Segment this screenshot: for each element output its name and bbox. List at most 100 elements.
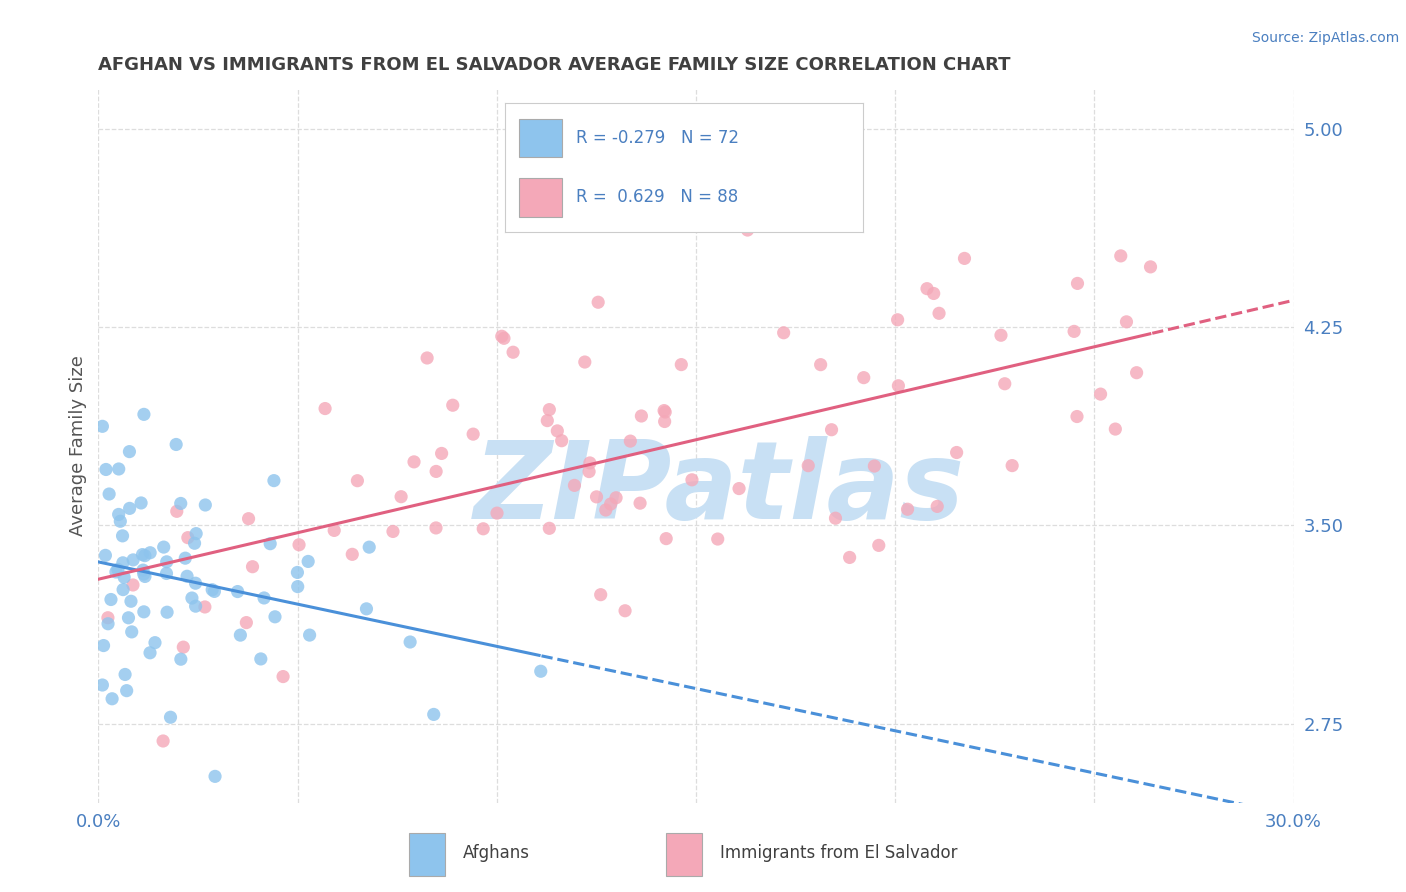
Point	[927, 500, 949, 514]
Point	[585, 490, 607, 504]
Point	[797, 458, 820, 473]
Point	[118, 501, 141, 516]
Point	[264, 609, 287, 624]
Point	[1066, 277, 1088, 291]
Point	[422, 707, 444, 722]
Point	[287, 566, 309, 580]
Text: ZIPatlas: ZIPatlas	[474, 436, 966, 541]
Point	[536, 414, 558, 428]
Point	[271, 669, 294, 683]
Point	[1001, 458, 1024, 473]
Point	[194, 498, 217, 512]
Point	[134, 549, 156, 563]
Point	[399, 635, 422, 649]
Point	[342, 547, 364, 561]
Point	[176, 569, 198, 583]
Point	[356, 602, 378, 616]
Point	[129, 496, 152, 510]
Point	[863, 458, 886, 473]
Point	[314, 401, 336, 416]
Point	[174, 551, 197, 566]
Point	[922, 286, 945, 301]
Point	[152, 540, 174, 554]
Point	[235, 615, 257, 630]
Point	[994, 376, 1017, 391]
Point	[586, 295, 609, 310]
Point	[111, 556, 134, 570]
Point	[107, 462, 129, 476]
Point	[578, 465, 600, 479]
Point	[630, 409, 652, 423]
Point	[112, 570, 135, 584]
Point	[654, 405, 676, 419]
Point	[728, 482, 751, 496]
Text: Source: ZipAtlas.com: Source: ZipAtlas.com	[1251, 31, 1399, 45]
Point	[681, 473, 703, 487]
Point	[945, 445, 967, 459]
Point	[204, 769, 226, 783]
Point	[628, 496, 651, 510]
Point	[416, 351, 439, 365]
Point	[118, 444, 141, 458]
Point	[824, 511, 846, 525]
Point	[112, 582, 135, 597]
Point	[1063, 325, 1085, 339]
Point	[238, 511, 260, 525]
Point	[181, 591, 204, 605]
Point	[579, 456, 602, 470]
Point	[323, 524, 346, 538]
Point	[820, 423, 842, 437]
Point	[605, 491, 627, 505]
Point	[772, 326, 794, 340]
Point	[242, 559, 264, 574]
Point	[382, 524, 405, 539]
Point	[107, 562, 129, 576]
Point	[550, 434, 572, 448]
Point	[530, 665, 553, 679]
Point	[114, 667, 136, 681]
Point	[155, 566, 177, 581]
Point	[886, 312, 908, 326]
Point	[297, 554, 319, 568]
Point	[170, 652, 193, 666]
Point	[589, 588, 612, 602]
Point	[425, 465, 447, 479]
Point	[502, 345, 524, 359]
Point	[614, 604, 637, 618]
Point	[402, 455, 425, 469]
Point	[887, 378, 910, 392]
Point	[156, 605, 179, 619]
Point	[226, 584, 249, 599]
Point	[184, 599, 207, 614]
Point	[159, 710, 181, 724]
Point	[143, 635, 166, 649]
Point	[94, 549, 117, 563]
Point	[564, 478, 586, 492]
Point	[538, 521, 561, 535]
Point	[97, 616, 120, 631]
Point	[595, 503, 617, 517]
Point	[166, 504, 188, 518]
Point	[492, 331, 515, 345]
Point	[928, 306, 950, 320]
Point	[115, 683, 138, 698]
Point	[737, 223, 759, 237]
Point	[139, 546, 162, 560]
Point	[170, 496, 193, 510]
Point	[122, 578, 145, 592]
Point	[111, 529, 134, 543]
Point	[94, 462, 117, 476]
Point	[201, 582, 224, 597]
Point	[172, 640, 194, 654]
Point	[202, 584, 225, 599]
Point	[1090, 387, 1112, 401]
Point	[463, 427, 485, 442]
Point	[110, 514, 132, 528]
Point	[346, 474, 368, 488]
Point	[574, 355, 596, 369]
Point	[122, 553, 145, 567]
Point	[100, 592, 122, 607]
Point	[156, 555, 179, 569]
Point	[810, 358, 832, 372]
Point	[538, 402, 561, 417]
